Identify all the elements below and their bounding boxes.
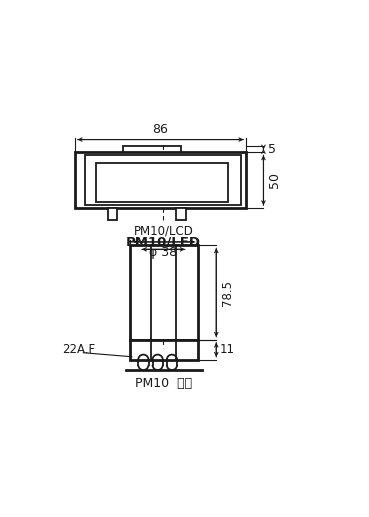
Bar <box>75 153 246 208</box>
Text: PM10/LED: PM10/LED <box>126 236 201 249</box>
Bar <box>131 340 198 360</box>
Text: 5: 5 <box>268 143 276 156</box>
Text: 22A.F: 22A.F <box>62 343 95 356</box>
Text: 11: 11 <box>220 343 235 356</box>
Bar <box>131 246 198 340</box>
Bar <box>123 146 180 153</box>
Text: PM10/LCD: PM10/LCD <box>134 225 193 238</box>
Text: 86: 86 <box>152 123 169 136</box>
Bar <box>176 208 186 220</box>
Text: 50: 50 <box>268 172 281 188</box>
Bar <box>96 163 228 202</box>
Text: PM10  基型: PM10 基型 <box>135 376 192 390</box>
Bar <box>85 155 241 205</box>
Text: 78.5: 78.5 <box>221 280 234 306</box>
Bar <box>108 208 117 220</box>
Text: φ 38: φ 38 <box>149 246 177 258</box>
